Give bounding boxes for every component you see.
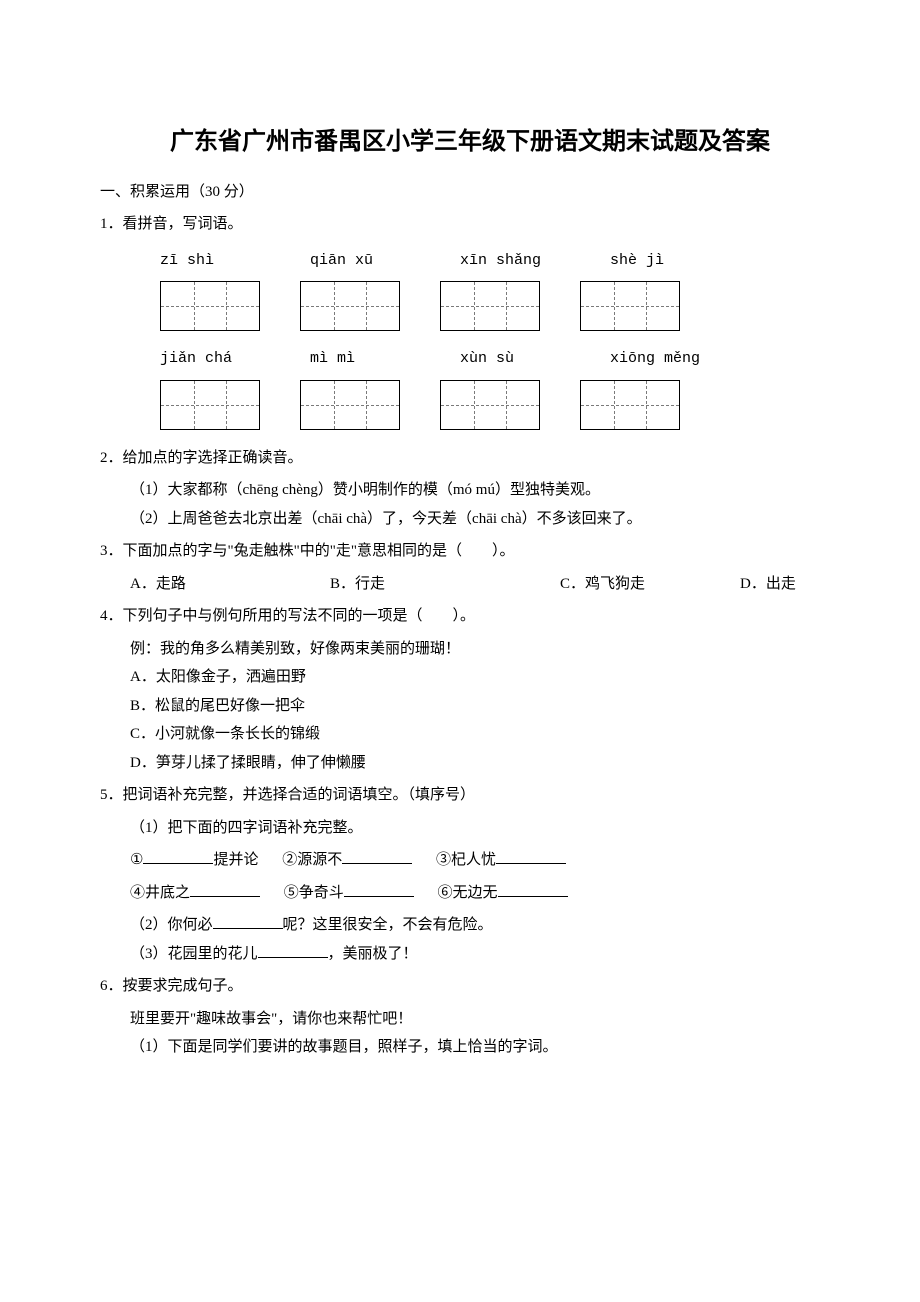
fill-blank xyxy=(213,914,283,929)
q5-sub-3-a: （3）花园里的花儿 xyxy=(130,946,258,962)
section-1-header: 一、积累运用（30 分） xyxy=(100,178,840,207)
pinyin-cell: shè jì xyxy=(610,247,720,276)
q6-sub-1: （1）下面是同学们要讲的故事题目，照样子，填上恰当的字词。 xyxy=(100,1033,840,1062)
pinyin-cell: xùn sù xyxy=(460,345,570,374)
q3-stem: 3．下面加点的字与"兔走触株"中的"走"意思相同的是（ ）。 xyxy=(100,537,840,566)
q5-item-1-suffix: 提并论 xyxy=(213,852,258,868)
pinyin-cell: xiōng měng xyxy=(610,345,720,374)
pinyin-cell: zī shì xyxy=(160,247,270,276)
fill-blank xyxy=(258,943,328,958)
pinyin-cell: jiǎn chá xyxy=(160,345,270,374)
q3-options: A．走路 B．行走 C．鸡飞狗走 D．出走 xyxy=(100,570,840,599)
q5-stem: 5．把词语补充完整，并选择合适的词语填空。（填序号） xyxy=(100,781,840,810)
char-box xyxy=(300,380,400,430)
q5-item-1-prefix: ① xyxy=(130,852,143,868)
q5-item-5-prefix: ⑤争奇斗 xyxy=(284,885,344,901)
q5-item-4-prefix: ④井底之 xyxy=(130,885,190,901)
q3-option-c: C．鸡飞狗走 xyxy=(560,570,740,599)
char-box xyxy=(580,281,680,331)
q5-item-2-prefix: ②源源不 xyxy=(282,852,342,868)
q4-option-c: C．小河就像一条长长的锦缎 xyxy=(100,720,840,749)
fill-blank xyxy=(496,849,566,864)
q3-option-a: A．走路 xyxy=(130,570,330,599)
pinyin-cell: mì mì xyxy=(310,345,420,374)
pinyin-cell: qiān xū xyxy=(310,247,420,276)
q1-box-row-1 xyxy=(160,281,840,331)
q3-option-d: D．出走 xyxy=(740,570,796,599)
q5-row-2: ④井底之 ⑤争奇斗 ⑥无边无 xyxy=(100,879,840,908)
q6-intro: 班里要开"趣味故事会"，请你也来帮忙吧！ xyxy=(100,1005,840,1034)
q5-item-3-prefix: ③杞人忧 xyxy=(436,852,496,868)
q1-pinyin-row-1: zī shì qiān xū xīn shǎng shè jì xyxy=(160,247,840,276)
pinyin-cell: xīn shǎng xyxy=(460,247,570,276)
q4-example: 例：我的角多么精美别致，好像两束美丽的珊瑚！ xyxy=(100,635,840,664)
q5-sub-2-b: 呢？这里很安全，不会有危险。 xyxy=(283,917,493,933)
page-title: 广东省广州市番禺区小学三年级下册语文期末试题及答案 xyxy=(100,120,840,166)
q4-option-a: A．太阳像金子，洒遍田野 xyxy=(100,663,840,692)
q5-row-1: ① 提并论 ②源源不 ③杞人忧 xyxy=(100,846,840,875)
fill-blank xyxy=(344,882,414,897)
q2-sub-2: （2）上周爸爸去北京出差（chāi chà）了，今天差（chāi chà）不多该… xyxy=(100,505,840,534)
fill-blank xyxy=(143,849,213,864)
q5-sub-3-b: ，美丽极了！ xyxy=(328,946,418,962)
char-box xyxy=(440,281,540,331)
fill-blank xyxy=(190,882,260,897)
q5-sub-3: （3）花园里的花儿 ，美丽极了！ xyxy=(100,940,840,969)
char-box xyxy=(580,380,680,430)
q6-stem: 6．按要求完成句子。 xyxy=(100,972,840,1001)
q4-stem: 4．下列句子中与例句所用的写法不同的一项是（ ）。 xyxy=(100,602,840,631)
q5-sub-1: （1）把下面的四字词语补充完整。 xyxy=(100,814,840,843)
q1-box-row-2 xyxy=(160,380,840,430)
q5-sub-2-a: （2）你何必 xyxy=(130,917,213,933)
q4-option-b: B．松鼠的尾巴好像一把伞 xyxy=(100,692,840,721)
q2-sub-1: （1）大家都称（chēng chèng）赞小明制作的模（mó mú）型独特美观。 xyxy=(100,476,840,505)
char-box xyxy=(160,380,260,430)
q1-pinyin-row-2: jiǎn chá mì mì xùn sù xiōng měng xyxy=(160,345,840,374)
char-box xyxy=(160,281,260,331)
fill-blank xyxy=(498,882,568,897)
q1-stem: 1．看拼音，写词语。 xyxy=(100,210,840,239)
fill-blank xyxy=(342,849,412,864)
q5-sub-2: （2）你何必 呢？这里很安全，不会有危险。 xyxy=(100,911,840,940)
q4-option-d: D．笋芽儿揉了揉眼睛，伸了伸懒腰 xyxy=(100,749,840,778)
char-box xyxy=(440,380,540,430)
q5-item-6-prefix: ⑥无边无 xyxy=(438,885,498,901)
q3-option-b: B．行走 xyxy=(330,570,560,599)
char-box xyxy=(300,281,400,331)
q2-stem: 2．给加点的字选择正确读音。 xyxy=(100,444,840,473)
